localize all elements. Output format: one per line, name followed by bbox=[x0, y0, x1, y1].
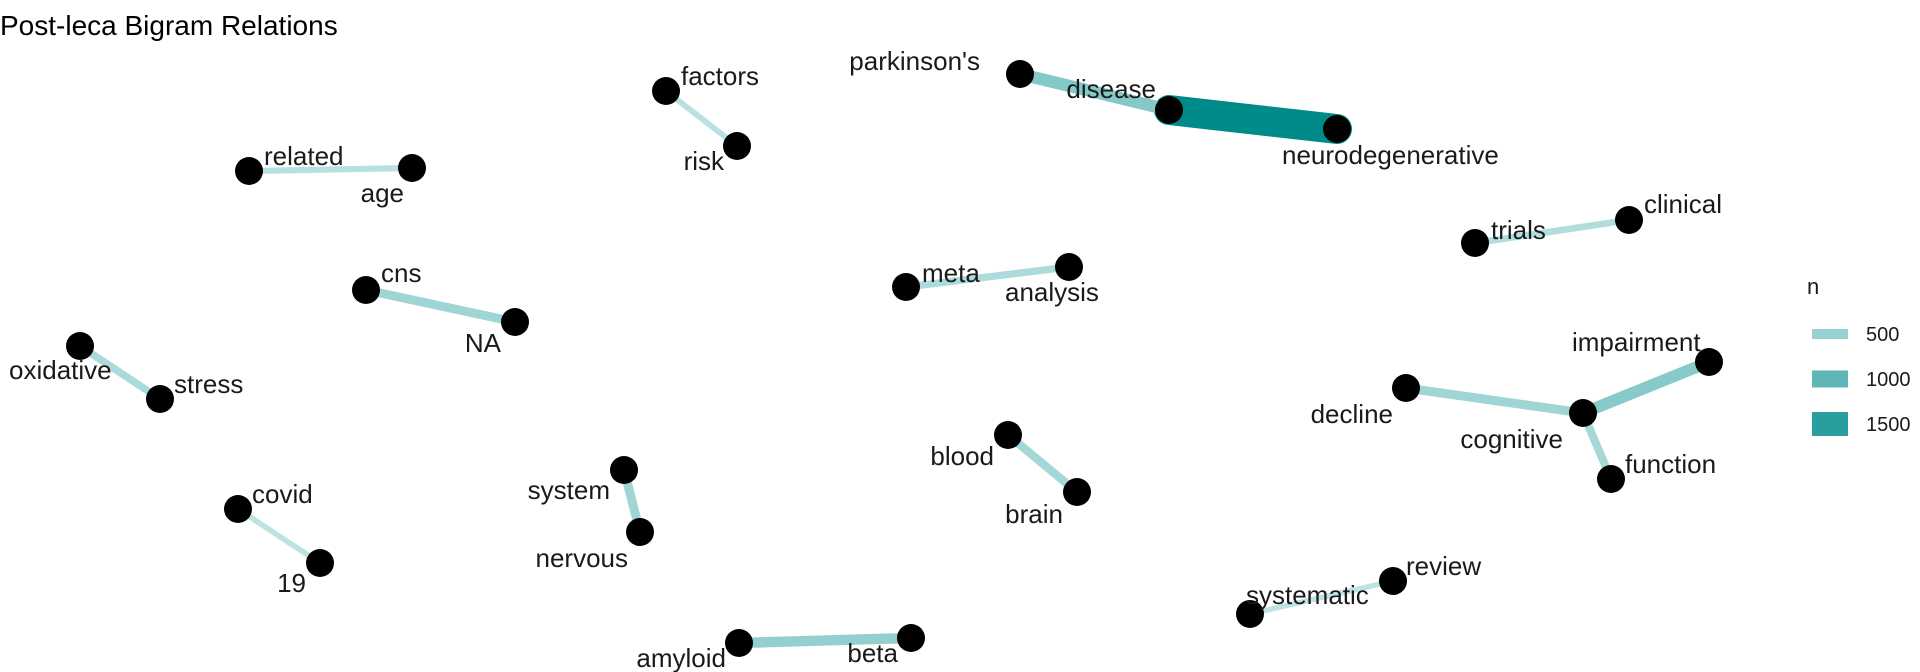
node-label-19: 19 bbox=[277, 568, 306, 598]
node-label-trials: trials bbox=[1491, 215, 1546, 245]
node-label-meta: meta bbox=[922, 258, 980, 288]
node-parkinson-s bbox=[1006, 60, 1034, 88]
legend-label-1000: 1000 bbox=[1866, 369, 1911, 391]
edge-cns-na bbox=[361, 285, 520, 327]
legend: n 500 1000 1500 bbox=[1807, 274, 1911, 436]
node-decline bbox=[1392, 374, 1420, 402]
edge-meta-analysis bbox=[902, 263, 1073, 291]
node-layer bbox=[66, 60, 1723, 657]
node-label-systematic: systematic bbox=[1246, 580, 1369, 610]
node-label-amyloid: amyloid bbox=[636, 643, 726, 672]
node-label-stress: stress bbox=[174, 369, 243, 399]
node-label-analysis: analysis bbox=[1005, 277, 1099, 307]
node-factors bbox=[652, 77, 680, 105]
node-cns bbox=[352, 276, 380, 304]
node-trials bbox=[1461, 229, 1489, 257]
edge-covid-19 bbox=[235, 506, 323, 566]
node-label-parkinson-s: parkinson's bbox=[849, 46, 980, 76]
node-label-system: system bbox=[528, 475, 610, 505]
node-label-oxidative: oxidative bbox=[9, 355, 112, 385]
node-na bbox=[501, 308, 529, 336]
node-label-covid: covid bbox=[252, 479, 313, 509]
node-label-decline: decline bbox=[1311, 399, 1393, 429]
node-label-age: age bbox=[361, 178, 404, 208]
edge-cognitive-decline bbox=[1401, 383, 1588, 418]
node-beta bbox=[897, 624, 925, 652]
node-brain bbox=[1063, 478, 1091, 506]
legend-label-1500: 1500 bbox=[1866, 414, 1911, 436]
edge-cognitive-impairment bbox=[1577, 356, 1715, 419]
node-system bbox=[610, 456, 638, 484]
node-meta bbox=[892, 273, 920, 301]
node-amyloid bbox=[725, 629, 753, 657]
node-review bbox=[1379, 567, 1407, 595]
edge-risk-factors bbox=[663, 88, 740, 149]
node-cognitive bbox=[1569, 399, 1597, 427]
node-label-brain: brain bbox=[1005, 499, 1063, 529]
node-label-cns: cns bbox=[381, 258, 421, 288]
node-stress bbox=[146, 385, 174, 413]
edge-amyloid-beta bbox=[733, 632, 917, 649]
node-analysis bbox=[1055, 253, 1083, 281]
node-label-na: NA bbox=[465, 328, 502, 358]
legend-title: n bbox=[1807, 274, 1819, 299]
node-systematic bbox=[1236, 600, 1264, 628]
edge-clinical-trials bbox=[1471, 216, 1633, 247]
node-label-cognitive: cognitive bbox=[1460, 424, 1563, 454]
edge-oxidative-stress bbox=[76, 342, 164, 403]
label-layer: parkinson's disease neurodegenerative facto… bbox=[9, 46, 1722, 672]
node-clinical bbox=[1615, 206, 1643, 234]
node-oxidative bbox=[66, 332, 94, 360]
node-label-impairment: impairment bbox=[1572, 327, 1701, 357]
node-function bbox=[1597, 465, 1625, 493]
legend-label-500: 500 bbox=[1866, 324, 1899, 346]
legend-key-1000 bbox=[1812, 370, 1848, 388]
node-label-disease: disease bbox=[1066, 74, 1156, 104]
legend-key-1500 bbox=[1812, 412, 1848, 436]
node-label-beta: beta bbox=[847, 638, 898, 668]
node-label-clinical: clinical bbox=[1644, 189, 1722, 219]
edge-blood-brain bbox=[1003, 430, 1082, 497]
chart-title: Post-leca Bigram Relations bbox=[0, 10, 338, 41]
node-nervous bbox=[626, 518, 654, 546]
node-label-function: function bbox=[1625, 449, 1716, 479]
node-impairment bbox=[1695, 348, 1723, 376]
node-blood bbox=[994, 421, 1022, 449]
legend-key-500 bbox=[1812, 329, 1848, 339]
node-neurodegenerative bbox=[1323, 115, 1351, 143]
node-19 bbox=[306, 549, 334, 577]
node-label-nervous: nervous bbox=[536, 543, 629, 573]
edge-systematic-review bbox=[1247, 578, 1396, 617]
node-related bbox=[235, 157, 263, 185]
node-label-factors: factors bbox=[681, 61, 759, 91]
node-label-blood: blood bbox=[930, 441, 994, 471]
node-risk bbox=[723, 132, 751, 160]
node-label-related: related bbox=[264, 141, 344, 171]
node-label-neurodegenerative: neurodegenerative bbox=[1282, 140, 1499, 170]
node-age bbox=[398, 154, 426, 182]
edge-disease-neurodegenerative bbox=[1154, 95, 1352, 144]
edge-parkinson-s-disease bbox=[1013, 67, 1176, 117]
node-label-risk: risk bbox=[684, 146, 725, 176]
edge-related-age bbox=[245, 164, 416, 175]
node-covid bbox=[224, 495, 252, 523]
node-disease bbox=[1155, 96, 1183, 124]
node-label-review: review bbox=[1406, 551, 1481, 581]
